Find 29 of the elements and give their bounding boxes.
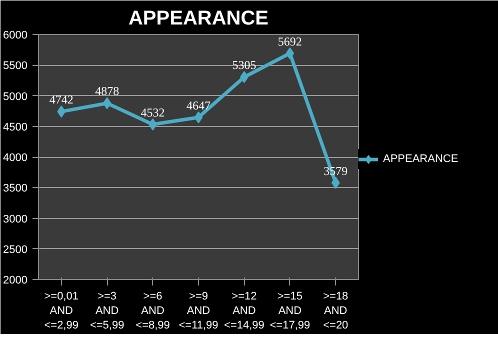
y-tick-label: 2500 (3, 244, 28, 256)
legend-label: APPEARANCE (383, 153, 458, 165)
data-label: 5692 (278, 34, 302, 48)
point (102, 97, 112, 110)
x-tick-label: >=18 AND <=20 (323, 290, 348, 332)
data-label: 4742 (49, 92, 74, 107)
x-tick-label: >=12 AND <=14,99 (224, 290, 264, 332)
y-tick-label: 2000 (3, 274, 28, 286)
y-tick-label: 4500 (3, 121, 28, 134)
point (286, 47, 294, 60)
data-label: 5305 (232, 58, 256, 72)
x-tick-label: >=3 AND <=5,99 (90, 290, 124, 332)
x-tick-label: >=0,01 AND <=2,99 (44, 290, 78, 332)
y-tick-label: 3500 (3, 182, 28, 195)
y-tick-label: 5500 (3, 60, 28, 72)
x-tick-label: >=9 AND <=11,99 (178, 290, 218, 332)
data-label: 4878 (95, 84, 120, 98)
y-tick-label: 6000 (3, 30, 28, 42)
point (331, 176, 340, 189)
y-tick-label: 4000 (3, 152, 28, 164)
data-label: 4532 (140, 105, 165, 120)
x-tick-label: >=6 AND <=8,99 (136, 290, 170, 332)
y-tick-label: 5000 (3, 90, 28, 103)
point (57, 106, 66, 118)
point (194, 111, 203, 124)
x-tick-label: >=15 AND <=17,99 (270, 290, 310, 332)
data-label: 4647 (186, 98, 210, 112)
y-tick-label: 3000 (3, 213, 28, 226)
chart-title: APPEARANCE (128, 8, 269, 30)
